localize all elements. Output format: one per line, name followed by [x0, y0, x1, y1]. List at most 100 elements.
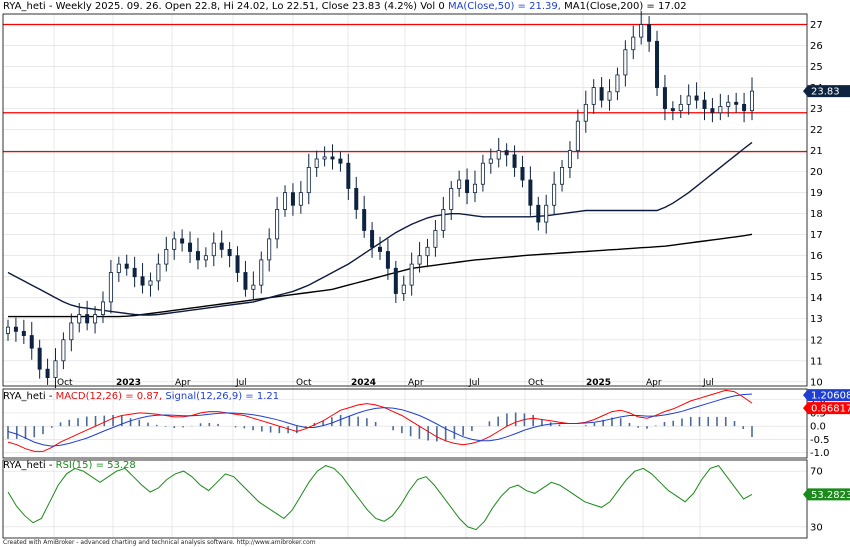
candle-up	[267, 238, 272, 261]
candle-down	[227, 248, 232, 257]
candle-down	[346, 162, 351, 189]
candle-down	[330, 156, 335, 160]
candle-down	[385, 251, 390, 269]
price-y-tick-label: 22	[810, 125, 823, 136]
candle-down	[338, 158, 343, 164]
price-y-tick-label: 10	[810, 377, 823, 388]
candle-up	[69, 322, 74, 341]
candle-up	[401, 284, 406, 294]
candle-up	[61, 339, 66, 362]
signal-badge-text: 1.20608	[811, 391, 850, 402]
candle-down	[21, 330, 26, 336]
panel-border	[2, 388, 808, 459]
candle-up	[623, 49, 628, 76]
candle-up	[116, 263, 121, 273]
candle-up	[433, 230, 438, 248]
low-label: Lo 22.51,	[271, 1, 319, 12]
candle-up	[425, 246, 430, 257]
candle-up	[148, 280, 153, 286]
candle-up	[100, 301, 105, 315]
signal-badge-shape	[803, 389, 850, 402]
price-y-tick-label: 25	[810, 62, 823, 73]
candle-up	[449, 188, 454, 210]
candle-up	[496, 150, 501, 160]
candle-up	[615, 74, 620, 93]
candle-down	[393, 267, 398, 294]
x-tick-label: 2024	[351, 378, 376, 388]
candle-down	[140, 276, 145, 286]
ma50-legend: MA(Close,50) = 21.39,	[447, 1, 561, 12]
candle-down	[512, 154, 517, 168]
rsi-symbol-label: RYA_heti	[3, 460, 46, 471]
candle-down	[219, 242, 224, 250]
macd-badge-shape	[803, 402, 850, 415]
x-tick-label: Oct	[57, 378, 73, 388]
price-header: RYA_heti - Weekly 2025. 09. 26. Open 22.…	[3, 1, 687, 12]
candle-up	[322, 156, 327, 160]
ma200-legend: MA1(Close,200) = 17.02	[564, 1, 687, 12]
candle-down	[188, 242, 193, 252]
macd-symbol-label: RYA_heti	[3, 391, 46, 402]
candle-up	[211, 242, 216, 257]
candle-down	[655, 40, 660, 88]
price-y-tick-label: 21	[810, 146, 823, 157]
candle-up	[93, 314, 98, 324]
price-y-tick-label: 12	[810, 335, 823, 346]
candle-up	[156, 263, 161, 282]
candle-up	[298, 192, 303, 206]
candle-up	[575, 120, 580, 152]
rsi-legend: RSI(15) = 53.28	[55, 460, 136, 471]
price-y-tick-label: 17	[810, 230, 823, 241]
candle-down	[528, 179, 533, 206]
rsi-badge-shape	[803, 488, 850, 501]
panel-border	[2, 13, 808, 387]
candle-up	[567, 150, 572, 168]
candle-up	[6, 326, 11, 334]
candle-up	[251, 284, 256, 290]
rsi-y-tick-label: 30	[810, 522, 823, 533]
price-y-tick-label: 26	[810, 41, 823, 52]
price-y-tick-label: 19	[810, 188, 823, 199]
candle-down	[354, 188, 359, 210]
candle-down	[662, 87, 667, 109]
x-tick-label: Jul	[702, 378, 714, 388]
candle-down	[13, 326, 18, 332]
axis-labels: Oct 2023 Apr Jul Oct 2024 Apr Jul Oct 2025 Apr Jul2…	[57, 20, 830, 533]
time-grid	[53, 14, 701, 538]
candle-down	[536, 204, 541, 223]
signal-legend: Signal(12,26,9) = 1.21	[165, 391, 280, 402]
candle-up	[631, 36, 636, 51]
candle-down	[694, 95, 699, 101]
candle-down	[377, 246, 382, 252]
candle-up	[441, 209, 446, 231]
candle-down	[243, 272, 248, 290]
candle-up	[164, 248, 169, 265]
rsi-y-tick-label: 70	[810, 467, 823, 478]
candles	[6, 10, 755, 389]
rsi-line	[7, 465, 753, 531]
price-y-tick-label: 27	[810, 20, 823, 31]
candle-up	[457, 179, 462, 189]
candle-up	[172, 238, 177, 250]
candle-up	[552, 183, 557, 206]
candle-down	[370, 230, 375, 248]
candle-down	[290, 192, 295, 206]
candle-up	[259, 259, 264, 286]
rsi-line	[7, 465, 753, 531]
ma50-line	[7, 141, 753, 316]
price-y-tick-label: 15	[810, 272, 823, 283]
candle-up	[678, 103, 683, 112]
macd-lines	[7, 389, 753, 452]
candle-up	[750, 90, 755, 112]
x-tick-label: Oct	[528, 378, 544, 388]
candle-up	[409, 263, 414, 286]
date-label: 2025. 09. 26.	[94, 1, 162, 12]
candle-up	[488, 158, 493, 164]
candle-up	[417, 255, 422, 265]
candle-down	[180, 238, 185, 244]
signal-line	[7, 393, 753, 447]
price-y-tick-label: 14	[810, 293, 823, 304]
candle-down	[132, 267, 137, 278]
